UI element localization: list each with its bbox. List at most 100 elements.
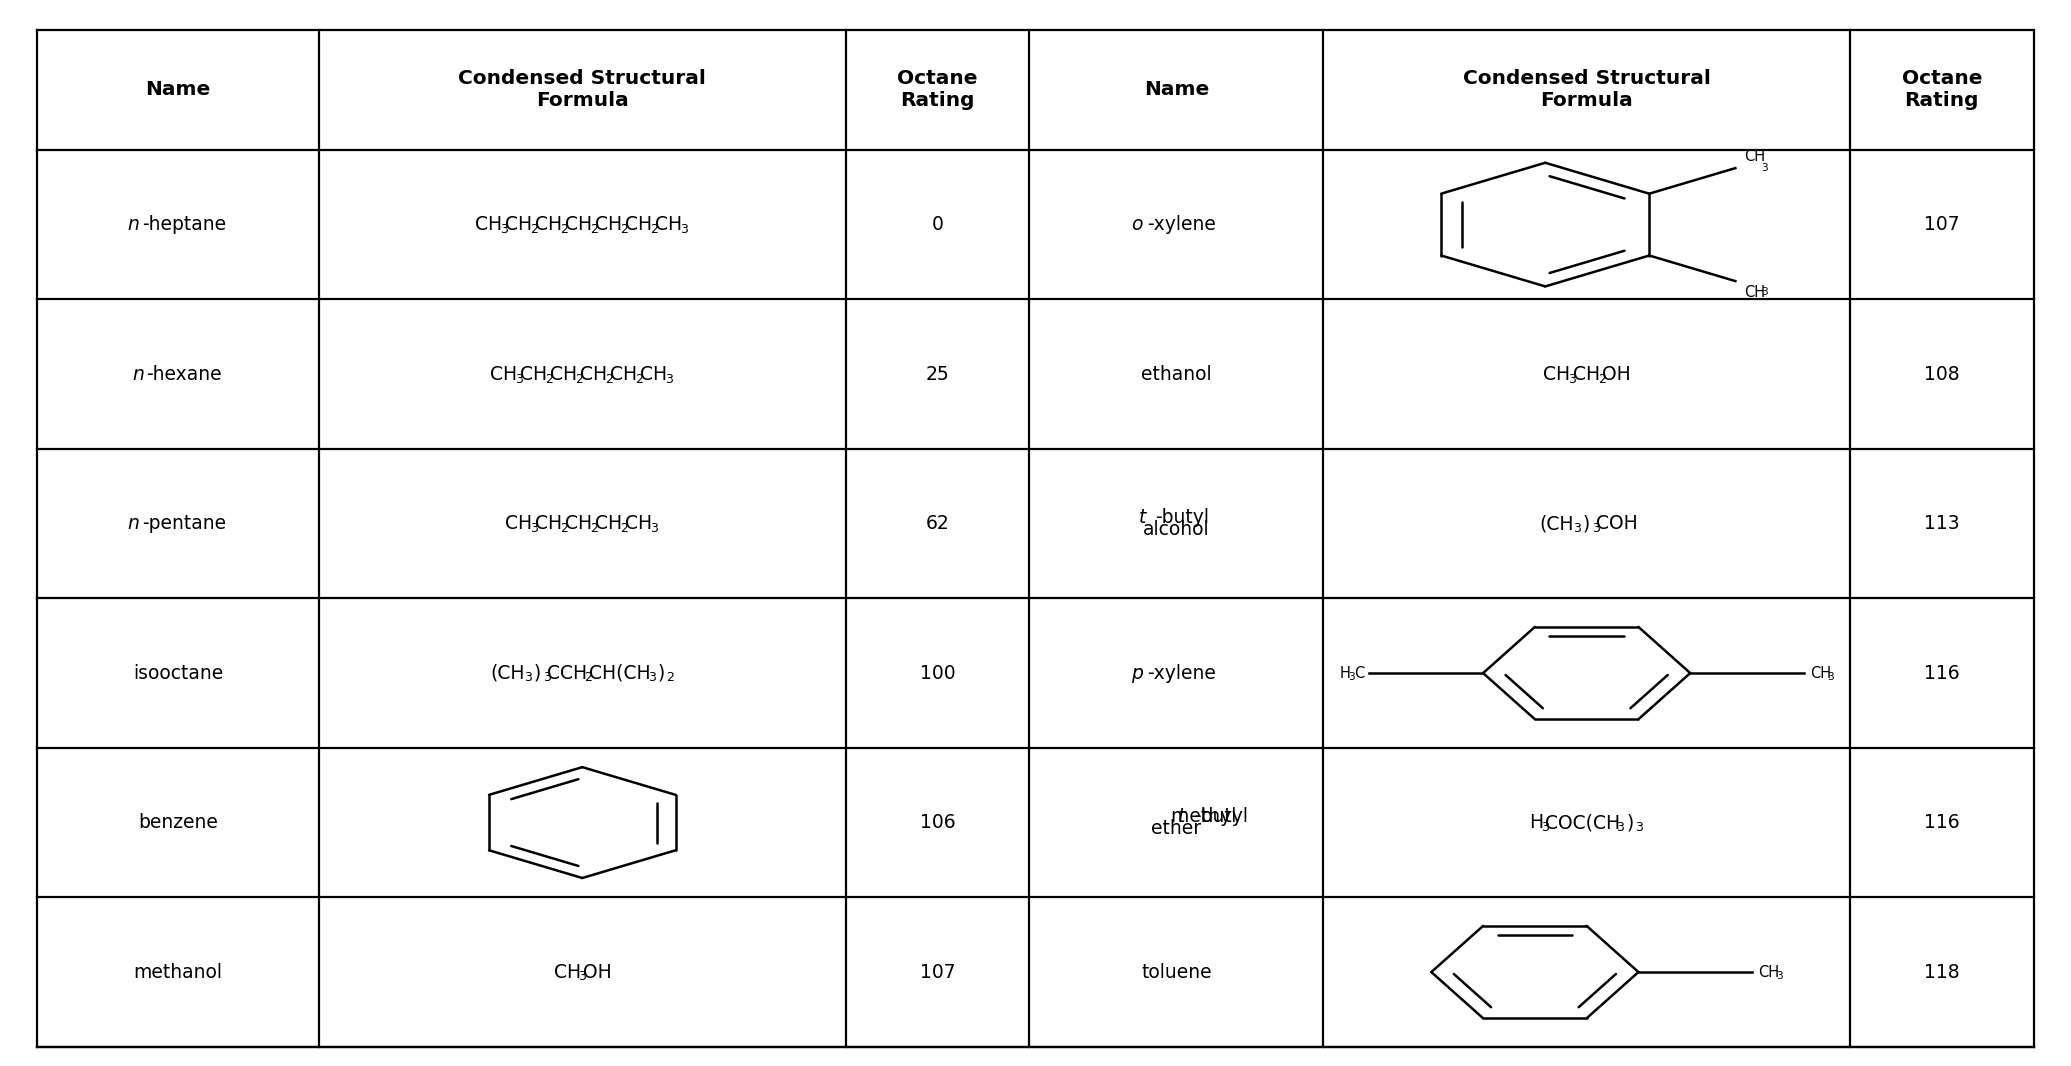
Text: CH: CH [520, 365, 547, 384]
Text: methanol: methanol [135, 963, 222, 982]
Text: 3: 3 [543, 672, 551, 684]
Text: 118: 118 [1924, 963, 1959, 982]
Text: CCH: CCH [547, 663, 588, 682]
Text: o: o [1131, 215, 1143, 235]
Text: 113: 113 [1924, 514, 1959, 533]
Text: 2: 2 [574, 372, 582, 386]
Text: ethanol: ethanol [1141, 365, 1212, 384]
Text: Name: Name [1143, 80, 1209, 99]
Text: 3: 3 [1827, 673, 1835, 682]
Text: ): ) [1626, 813, 1634, 833]
Text: -xylene: -xylene [1147, 663, 1216, 682]
Text: 2: 2 [590, 223, 599, 236]
Text: n: n [126, 215, 139, 235]
Text: 108: 108 [1924, 365, 1959, 384]
Text: toluene: toluene [1141, 963, 1212, 982]
Text: 3: 3 [650, 522, 657, 535]
Text: CH: CH [1543, 365, 1570, 384]
Text: t: t [1139, 508, 1145, 527]
Text: CH: CH [611, 365, 638, 384]
Text: Condensed Structural
Formula: Condensed Structural Formula [458, 69, 706, 111]
Text: CH: CH [594, 215, 621, 235]
Text: -heptane: -heptane [141, 215, 226, 235]
Text: 3: 3 [524, 672, 532, 684]
Text: 3: 3 [1760, 287, 1769, 296]
Text: 107: 107 [1924, 215, 1959, 235]
Text: 3: 3 [1760, 163, 1769, 173]
Text: (CH: (CH [491, 663, 524, 682]
Text: CH: CH [1744, 286, 1764, 301]
Text: 3: 3 [1636, 821, 1642, 834]
Text: 3: 3 [499, 223, 507, 236]
Text: H: H [1528, 813, 1543, 833]
Text: 2: 2 [559, 223, 567, 236]
Text: CH: CH [474, 215, 501, 235]
Text: CH: CH [1744, 149, 1764, 164]
Text: 2: 2 [634, 372, 642, 386]
Text: 2: 2 [530, 223, 538, 236]
Text: 3: 3 [1568, 372, 1576, 386]
Text: OH: OH [1603, 365, 1632, 384]
Text: ): ) [534, 663, 541, 682]
Text: t: t [1178, 807, 1187, 826]
Text: n: n [126, 514, 139, 533]
Text: CH: CH [505, 215, 532, 235]
Text: CH: CH [580, 365, 607, 384]
Text: Condensed Structural
Formula: Condensed Structural Formula [1462, 69, 1711, 111]
Text: methyl: methyl [1170, 807, 1243, 826]
Text: p: p [1131, 663, 1143, 682]
Text: 3: 3 [679, 223, 688, 236]
Text: -xylene: -xylene [1147, 215, 1216, 235]
Text: 2: 2 [650, 223, 657, 236]
Text: alcohol: alcohol [1143, 520, 1209, 539]
Text: 116: 116 [1924, 663, 1959, 682]
Text: 2: 2 [667, 672, 675, 684]
Text: 3: 3 [578, 970, 586, 984]
Text: 3: 3 [665, 372, 673, 386]
Text: benzene: benzene [139, 813, 217, 833]
Text: 3: 3 [1775, 971, 1783, 981]
Text: Name: Name [145, 80, 211, 99]
Text: 2: 2 [605, 372, 613, 386]
Text: Octane
Rating: Octane Rating [897, 69, 978, 111]
Text: 2: 2 [590, 522, 599, 535]
Text: CH: CH [534, 514, 561, 533]
Text: -butyl: -butyl [1195, 807, 1249, 826]
Text: CH: CH [553, 963, 580, 982]
Text: CH: CH [640, 365, 667, 384]
Text: isooctane: isooctane [133, 663, 224, 682]
Text: Octane
Rating: Octane Rating [1901, 69, 1982, 111]
Text: C: C [1354, 665, 1365, 680]
Text: ): ) [1582, 514, 1591, 533]
Text: 3: 3 [514, 372, 522, 386]
Text: 2: 2 [584, 672, 592, 684]
Text: COC(CH: COC(CH [1545, 813, 1620, 833]
Text: CH: CH [565, 215, 592, 235]
Text: 2: 2 [545, 372, 553, 386]
Text: 3: 3 [1617, 821, 1624, 834]
Text: CH: CH [1810, 665, 1831, 680]
Text: 25: 25 [926, 365, 949, 384]
Text: 62: 62 [926, 514, 949, 533]
Text: 3: 3 [530, 522, 538, 535]
Text: 100: 100 [920, 663, 955, 682]
Text: CH: CH [505, 514, 532, 533]
Text: 106: 106 [920, 813, 955, 833]
Text: 3: 3 [648, 672, 657, 684]
Text: 3: 3 [1348, 673, 1354, 682]
Text: -butyl: -butyl [1156, 508, 1209, 527]
Text: 3: 3 [1593, 522, 1601, 535]
Text: 3: 3 [1574, 522, 1582, 535]
Text: 0: 0 [932, 215, 944, 235]
Text: CH: CH [565, 514, 592, 533]
Text: (CH: (CH [1539, 514, 1574, 533]
Text: CH: CH [625, 514, 652, 533]
Text: -hexane: -hexane [145, 365, 222, 384]
Text: CH: CH [551, 365, 578, 384]
Text: CH: CH [491, 365, 518, 384]
Text: 3: 3 [1541, 821, 1549, 834]
Text: 116: 116 [1924, 813, 1959, 833]
Text: CH: CH [1574, 365, 1601, 384]
Text: n: n [133, 365, 145, 384]
Text: CH: CH [594, 514, 621, 533]
